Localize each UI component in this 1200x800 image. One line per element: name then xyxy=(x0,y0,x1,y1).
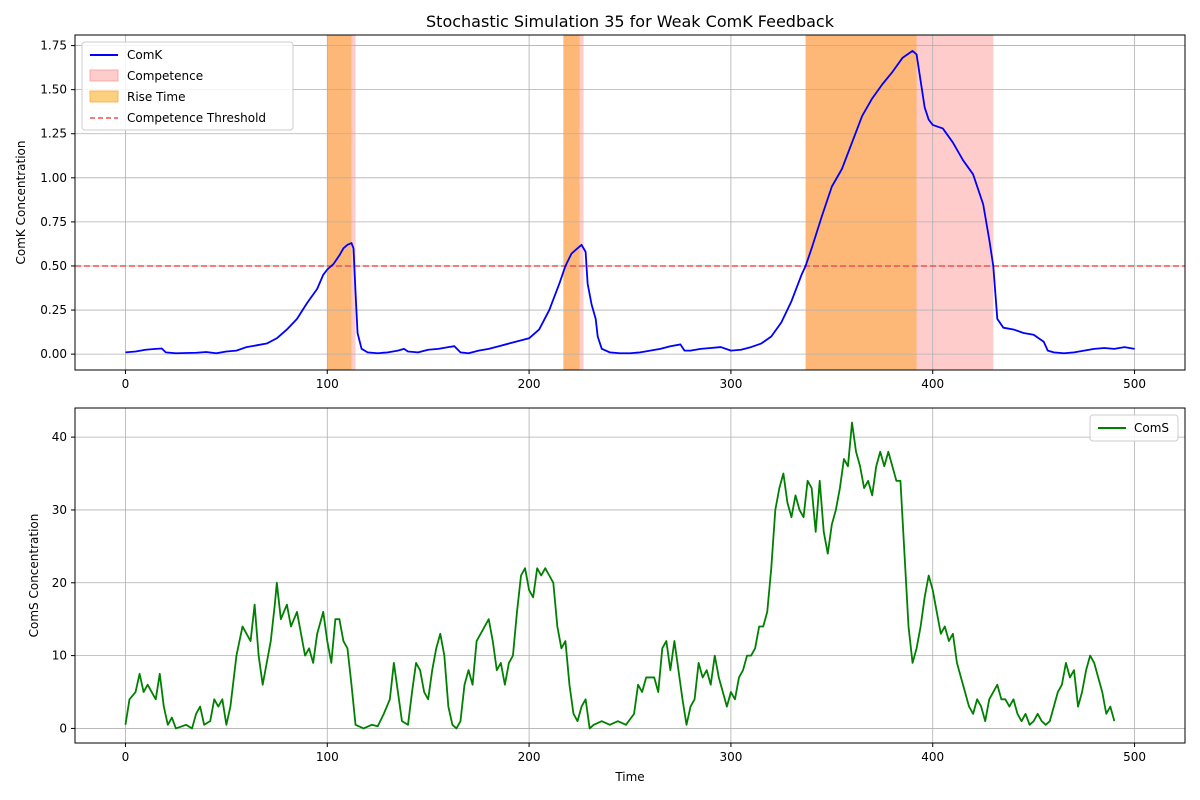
y-tick-label: 0.25 xyxy=(40,303,67,317)
y-axis-label: ComS Concentration xyxy=(27,514,41,638)
legend-label: ComK xyxy=(127,48,163,62)
plot-frame xyxy=(74,407,1186,744)
x-tick-label: 500 xyxy=(1123,377,1146,391)
legend-box xyxy=(1089,414,1179,442)
legend-box xyxy=(81,41,294,131)
y-tick-label: 1.50 xyxy=(40,83,67,97)
x-tick-label: 300 xyxy=(719,377,742,391)
series-line-coms xyxy=(124,421,1116,730)
x-tick-label: 500 xyxy=(1123,750,1146,764)
x-tick-label: 0 xyxy=(122,377,130,391)
legend-label: Competence xyxy=(127,69,203,83)
x-tick-label: 100 xyxy=(316,377,339,391)
x-tick-label: 100 xyxy=(316,750,339,764)
x-tick-label: 400 xyxy=(921,377,944,391)
y-axis-label: ComK Concentration xyxy=(14,141,28,265)
y-tick-label: 40 xyxy=(52,430,67,444)
rise-time-span xyxy=(563,35,580,370)
legend-label: ComS xyxy=(1134,421,1169,435)
x-tick-label: 200 xyxy=(518,377,541,391)
series-line-comk xyxy=(125,49,1135,355)
y-tick-label: 1.25 xyxy=(40,127,67,141)
y-tick-label: 0.75 xyxy=(40,215,67,229)
x-tick-label: 0 xyxy=(122,750,130,764)
comk-panel: 0 100 200 300 400 500 0.00 0.25 0.50 0.75 1.00 1.25… xyxy=(14,34,1186,391)
chart-title: Stochastic Simulation 35 for Weak ComK F… xyxy=(426,12,835,31)
y-tick-label: 0 xyxy=(59,721,67,735)
y-tick-label: 1.75 xyxy=(40,39,67,53)
y-tick-label: 10 xyxy=(52,649,67,663)
plot-frame xyxy=(74,34,1186,371)
legend-swatch-competence xyxy=(89,69,119,82)
y-tick-label: 0.00 xyxy=(40,347,67,361)
y-tick-label: 1.00 xyxy=(40,171,67,185)
y-tick-label: 0.50 xyxy=(40,259,67,273)
x-tick-label: 200 xyxy=(518,750,541,764)
y-tick-label: 30 xyxy=(52,503,67,517)
legend-label: Competence Threshold xyxy=(127,111,266,125)
y-tick-label: 20 xyxy=(52,576,67,590)
x-tick-label: 400 xyxy=(921,750,944,764)
legend-label: Rise Time xyxy=(127,90,186,104)
legend-swatch-rise-time xyxy=(89,90,119,103)
rise-time-span xyxy=(327,35,352,370)
x-tick-label: 300 xyxy=(719,750,742,764)
rise-time-span xyxy=(805,35,917,370)
coms-panel: 0 100 200 300 400 500 0 10 20 30 40 ComS Concentrat… xyxy=(27,407,1186,784)
x-axis-label: Time xyxy=(614,770,644,784)
